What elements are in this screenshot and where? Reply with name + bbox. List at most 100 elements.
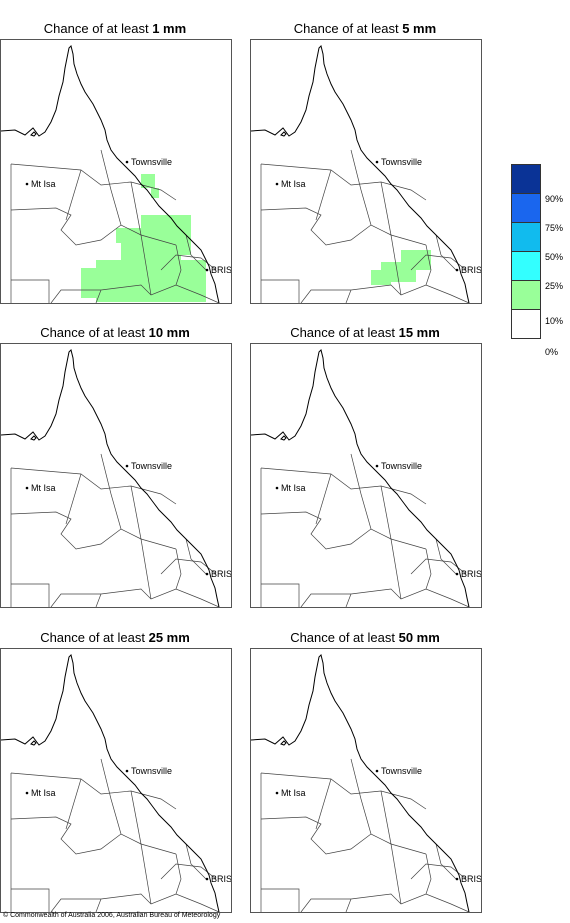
- district-boundary: [315, 473, 332, 525]
- map-svg: Townsville Mt Isa BRIS: [1, 654, 231, 912]
- district-boundary: [380, 181, 402, 296]
- panel-title-amount: 15 mm: [398, 325, 440, 340]
- city-label-mtisa: Mt Isa: [31, 788, 56, 798]
- panel-title-10mm: Chance of at least 10 mm: [0, 325, 240, 340]
- map-svg: Townsville Mt Isa BRIS: [251, 45, 481, 303]
- map-svg: Townsville Mt Isa BRIS: [1, 45, 231, 303]
- legend-label-90: 90%: [545, 194, 564, 204]
- district-boundary: [100, 758, 122, 835]
- legend-swatch-90-100: [511, 164, 541, 194]
- district-boundary: [50, 284, 220, 303]
- city-dot-bris: [205, 877, 209, 881]
- district-boundary: [260, 511, 427, 550]
- legend-label-25: 25%: [545, 281, 564, 291]
- map-25mm: Townsville Mt Isa BRIS: [0, 648, 232, 913]
- panel-title-amount: 1 mm: [152, 21, 187, 36]
- map-svg: Townsville Mt Isa BRIS: [251, 349, 481, 607]
- coastline: [251, 349, 470, 607]
- city-label-townsville: Townsville: [381, 766, 422, 776]
- district-boundary: [11, 888, 50, 912]
- district-boundary: [95, 898, 102, 912]
- district-boundary: [260, 772, 427, 810]
- city-dot-mtisa: [275, 182, 279, 186]
- district-boundary: [10, 772, 177, 810]
- district-boundary: [185, 234, 207, 271]
- city-dot-townsville: [375, 769, 379, 773]
- probability-legend: [511, 164, 541, 339]
- district-boundary: [261, 583, 300, 607]
- district-boundary: [100, 453, 122, 530]
- district-boundary: [260, 207, 427, 246]
- panel-title-amount: 50 mm: [398, 630, 440, 645]
- coastline: [1, 45, 220, 303]
- probability-shading: [151, 188, 159, 198]
- district-boundary: [315, 778, 332, 830]
- coastline: [251, 45, 470, 303]
- district-boundary: [300, 893, 470, 912]
- district-boundary: [350, 453, 372, 530]
- district-boundary: [380, 485, 402, 600]
- district-boundary: [315, 169, 332, 221]
- panel-title-1mm: Chance of at least 1 mm: [0, 21, 240, 36]
- district-boundary: [10, 816, 177, 855]
- city-dot-bris: [205, 268, 209, 272]
- district-boundary: [65, 169, 82, 221]
- panel-title-prefix: Chance of at least: [40, 630, 145, 645]
- city-dot-townsville: [125, 464, 129, 468]
- panel-title-prefix: Chance of at least: [40, 325, 145, 340]
- legend-label-75: 75%: [545, 223, 564, 233]
- city-dot-mtisa: [25, 182, 29, 186]
- district-boundary: [11, 279, 50, 303]
- legend-swatch-75-90: [511, 193, 541, 223]
- city-dot-townsville: [375, 464, 379, 468]
- district-boundary: [260, 816, 427, 855]
- map-50mm: Townsville Mt Isa BRIS: [250, 648, 482, 913]
- legend-label-0: 0%: [545, 347, 559, 357]
- district-boundary: [345, 289, 352, 303]
- district-boundary: [185, 538, 207, 575]
- map-10mm: Townsville Mt Isa BRIS: [0, 343, 232, 608]
- map-5mm: Townsville Mt Isa BRIS: [250, 39, 482, 304]
- district-boundary: [350, 758, 372, 835]
- island-outline: [30, 131, 37, 137]
- district-boundary: [425, 853, 432, 895]
- district-boundary: [435, 843, 457, 880]
- district-boundary: [95, 289, 102, 303]
- district-boundary: [300, 588, 470, 607]
- city-label-townsville: Townsville: [131, 461, 172, 471]
- district-boundary: [11, 583, 50, 607]
- probability-shading: [141, 174, 155, 188]
- probability-shading: [116, 228, 146, 243]
- city-label-townsville: Townsville: [131, 157, 172, 167]
- district-boundary: [435, 234, 457, 271]
- legend-swatch-50-75: [511, 222, 541, 252]
- city-label-bris: BRIS: [461, 874, 481, 884]
- panel-title-25mm: Chance of at least 25 mm: [0, 630, 240, 645]
- district-boundary: [10, 163, 177, 201]
- district-boundary: [261, 888, 300, 912]
- panel-title-prefix: Chance of at least: [293, 21, 399, 36]
- city-label-townsville: Townsville: [381, 157, 422, 167]
- district-boundary: [380, 790, 402, 905]
- district-boundary: [130, 485, 152, 600]
- district-boundary: [350, 149, 372, 226]
- district-boundary: [50, 588, 220, 607]
- district-boundary: [425, 548, 432, 590]
- district-boundary: [10, 207, 177, 246]
- city-dot-mtisa: [25, 486, 29, 490]
- copyright-notice: © Commonwealth of Australia 2006, Austra…: [3, 912, 221, 919]
- city-dot-mtisa: [25, 791, 29, 795]
- panel-title-amount: 25 mm: [148, 630, 190, 645]
- island-outline: [280, 740, 287, 746]
- district-boundary: [100, 149, 122, 226]
- city-label-mtisa: Mt Isa: [31, 179, 56, 189]
- legend-label-10: 10%: [545, 316, 564, 326]
- city-dot-mtisa: [275, 791, 279, 795]
- city-label-mtisa: Mt Isa: [31, 483, 56, 493]
- coastline: [1, 654, 220, 912]
- probability-shading: [81, 268, 101, 298]
- legend-label-50: 50%: [545, 252, 564, 262]
- city-dot-townsville: [375, 160, 379, 164]
- city-label-bris: BRIS: [461, 569, 481, 579]
- district-boundary: [95, 593, 102, 607]
